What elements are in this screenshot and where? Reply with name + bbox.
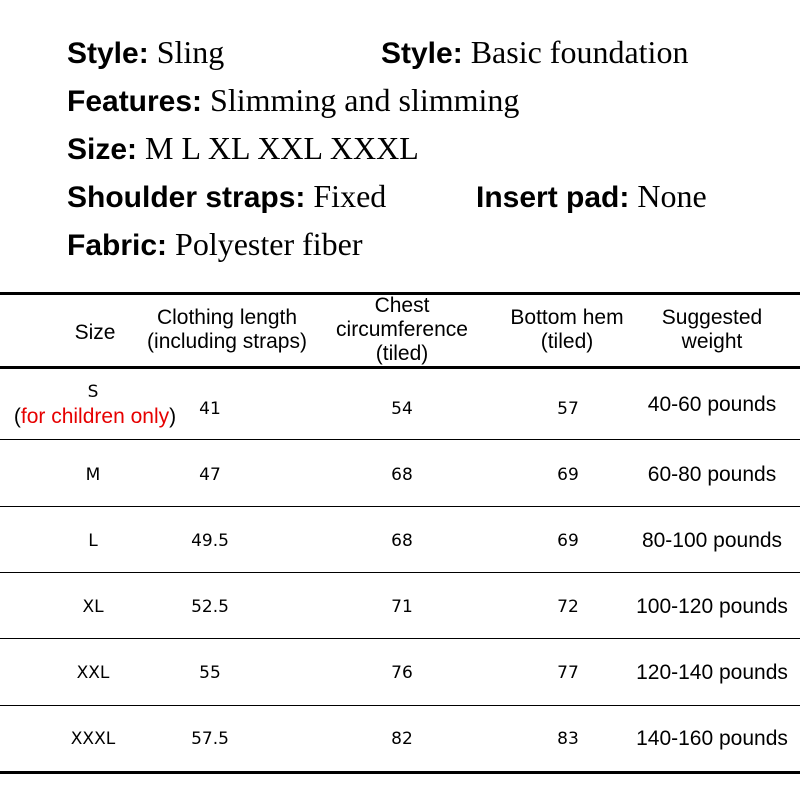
spec-value: Basic foundation bbox=[470, 34, 689, 70]
spec-value: Slimming and slimming bbox=[210, 82, 520, 118]
row-divider bbox=[0, 572, 800, 573]
cell-hem: 69 bbox=[557, 465, 579, 485]
cell-weight: 140-160 pounds bbox=[636, 727, 788, 750]
header-text: weight bbox=[681, 330, 743, 353]
cell-weight: 40-60 pounds bbox=[647, 393, 777, 416]
spec-label: Size: bbox=[67, 133, 138, 166]
cell-size: M bbox=[85, 465, 101, 485]
spec-value: Polyester fiber bbox=[175, 226, 363, 262]
header-text: Clothing length bbox=[156, 306, 298, 329]
spec-value: Sling bbox=[156, 34, 225, 70]
spec-fabric: Fabric: Polyester fiber bbox=[67, 224, 363, 266]
cell-weight: 100-120 pounds bbox=[636, 595, 788, 618]
row-divider bbox=[0, 506, 800, 507]
spec-style: Style: Sling bbox=[67, 32, 224, 74]
spec-insert-pad: Insert pad: None bbox=[476, 176, 707, 218]
header-size: Size bbox=[75, 321, 116, 345]
cell-weight: 60-80 pounds bbox=[647, 463, 777, 486]
cell-hem: 57 bbox=[557, 399, 579, 419]
cell-size: XXL bbox=[76, 663, 110, 683]
spec-style-2: Style: Basic foundation bbox=[381, 32, 688, 74]
cell-size: XXXL bbox=[70, 729, 116, 749]
spec-label: Shoulder straps: bbox=[67, 181, 306, 214]
cell-hem: 69 bbox=[557, 531, 579, 551]
paren: ) bbox=[169, 405, 177, 428]
header-chest: Chest circumference (tiled) bbox=[336, 294, 468, 366]
spec-label: Style: bbox=[381, 37, 463, 70]
note-text: for children only bbox=[20, 405, 170, 428]
cell-chest: 68 bbox=[391, 531, 413, 551]
spec-label: Fabric: bbox=[67, 229, 168, 262]
row-divider bbox=[0, 705, 800, 706]
header-text: Chest bbox=[374, 294, 430, 317]
cell-length: 55 bbox=[199, 663, 221, 683]
cell-hem: 83 bbox=[557, 729, 579, 749]
spec-label: Features: bbox=[67, 85, 203, 118]
cell-chest: 76 bbox=[391, 663, 413, 683]
children-only-note: (for children only) bbox=[14, 405, 176, 429]
header-bottom-hem: Bottom hem (tiled) bbox=[510, 306, 623, 354]
header-text: circumference bbox=[336, 318, 468, 341]
spec-label: Insert pad: bbox=[476, 181, 630, 214]
header-text: Size bbox=[74, 321, 116, 344]
table-bottom-rule bbox=[0, 771, 800, 774]
header-text: (tiled) bbox=[540, 330, 594, 353]
cell-length: 57.5 bbox=[191, 729, 229, 749]
table-top-rule bbox=[0, 292, 800, 295]
cell-chest: 54 bbox=[391, 399, 413, 419]
header-text: Suggested bbox=[661, 306, 763, 329]
spec-features: Features: Slimming and slimming bbox=[67, 80, 519, 122]
header-rule bbox=[0, 366, 800, 369]
spec-shoulder-straps: Shoulder straps: Fixed bbox=[67, 176, 386, 218]
spec-size: Size: M L XL XXL XXXL bbox=[67, 128, 419, 170]
header-text: Bottom hem bbox=[510, 306, 624, 329]
header-text: (tiled) bbox=[375, 342, 429, 365]
cell-size: S bbox=[87, 382, 99, 402]
cell-weight: 80-100 pounds bbox=[641, 529, 783, 552]
cell-size: XL bbox=[82, 597, 104, 617]
header-text: (including straps) bbox=[147, 330, 307, 353]
header-clothing-length: Clothing length (including straps) bbox=[147, 306, 307, 354]
cell-length: 47 bbox=[199, 465, 221, 485]
spec-value: M L XL XXL XXXL bbox=[145, 130, 419, 166]
cell-weight: 120-140 pounds bbox=[636, 661, 788, 684]
cell-hem: 72 bbox=[557, 597, 579, 617]
row-divider bbox=[0, 439, 800, 440]
paren: ( bbox=[13, 405, 21, 428]
cell-length: 41 bbox=[199, 399, 221, 419]
cell-chest: 71 bbox=[391, 597, 413, 617]
cell-length: 52.5 bbox=[191, 597, 229, 617]
row-divider bbox=[0, 638, 800, 639]
header-suggested-weight: Suggested weight bbox=[662, 306, 762, 354]
cell-size: L bbox=[88, 531, 98, 551]
cell-chest: 82 bbox=[391, 729, 413, 749]
spec-value: None bbox=[637, 178, 707, 214]
cell-chest: 68 bbox=[391, 465, 413, 485]
cell-length: 49.5 bbox=[191, 531, 229, 551]
spec-value: Fixed bbox=[313, 178, 387, 214]
spec-label: Style: bbox=[67, 37, 149, 70]
cell-hem: 77 bbox=[557, 663, 579, 683]
